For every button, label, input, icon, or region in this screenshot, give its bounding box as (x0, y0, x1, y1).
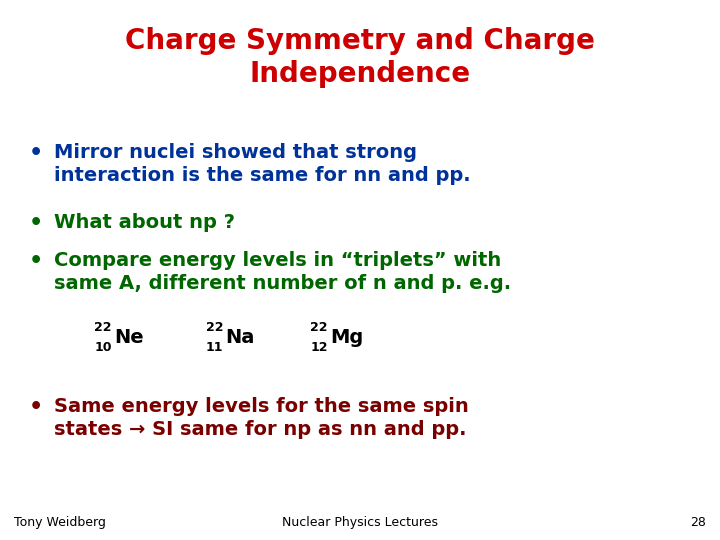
Text: Ne: Ne (114, 328, 143, 347)
Text: Mg: Mg (330, 328, 363, 347)
Text: 10: 10 (94, 341, 112, 354)
Text: Nuclear Physics Lectures: Nuclear Physics Lectures (282, 516, 438, 529)
Text: 22: 22 (94, 321, 112, 334)
Text: Compare energy levels in “triplets” with
same A, different number of n and p. e.: Compare energy levels in “triplets” with… (54, 251, 511, 293)
Text: 22: 22 (206, 321, 223, 334)
Text: 22: 22 (310, 321, 328, 334)
Text: •: • (29, 397, 43, 417)
Text: •: • (29, 251, 43, 271)
Text: •: • (29, 213, 43, 233)
Text: What about np ?: What about np ? (54, 213, 235, 232)
Text: 28: 28 (690, 516, 706, 529)
Text: Mirror nuclei showed that strong
interaction is the same for nn and pp.: Mirror nuclei showed that strong interac… (54, 143, 471, 185)
Text: Na: Na (225, 328, 255, 347)
Text: Charge Symmetry and Charge
Independence: Charge Symmetry and Charge Independence (125, 27, 595, 89)
Text: Same energy levels for the same spin
states → SI same for np as nn and pp.: Same energy levels for the same spin sta… (54, 397, 469, 438)
Text: •: • (29, 143, 43, 163)
Text: 12: 12 (310, 341, 328, 354)
Text: 11: 11 (206, 341, 223, 354)
Text: Tony Weidberg: Tony Weidberg (14, 516, 107, 529)
